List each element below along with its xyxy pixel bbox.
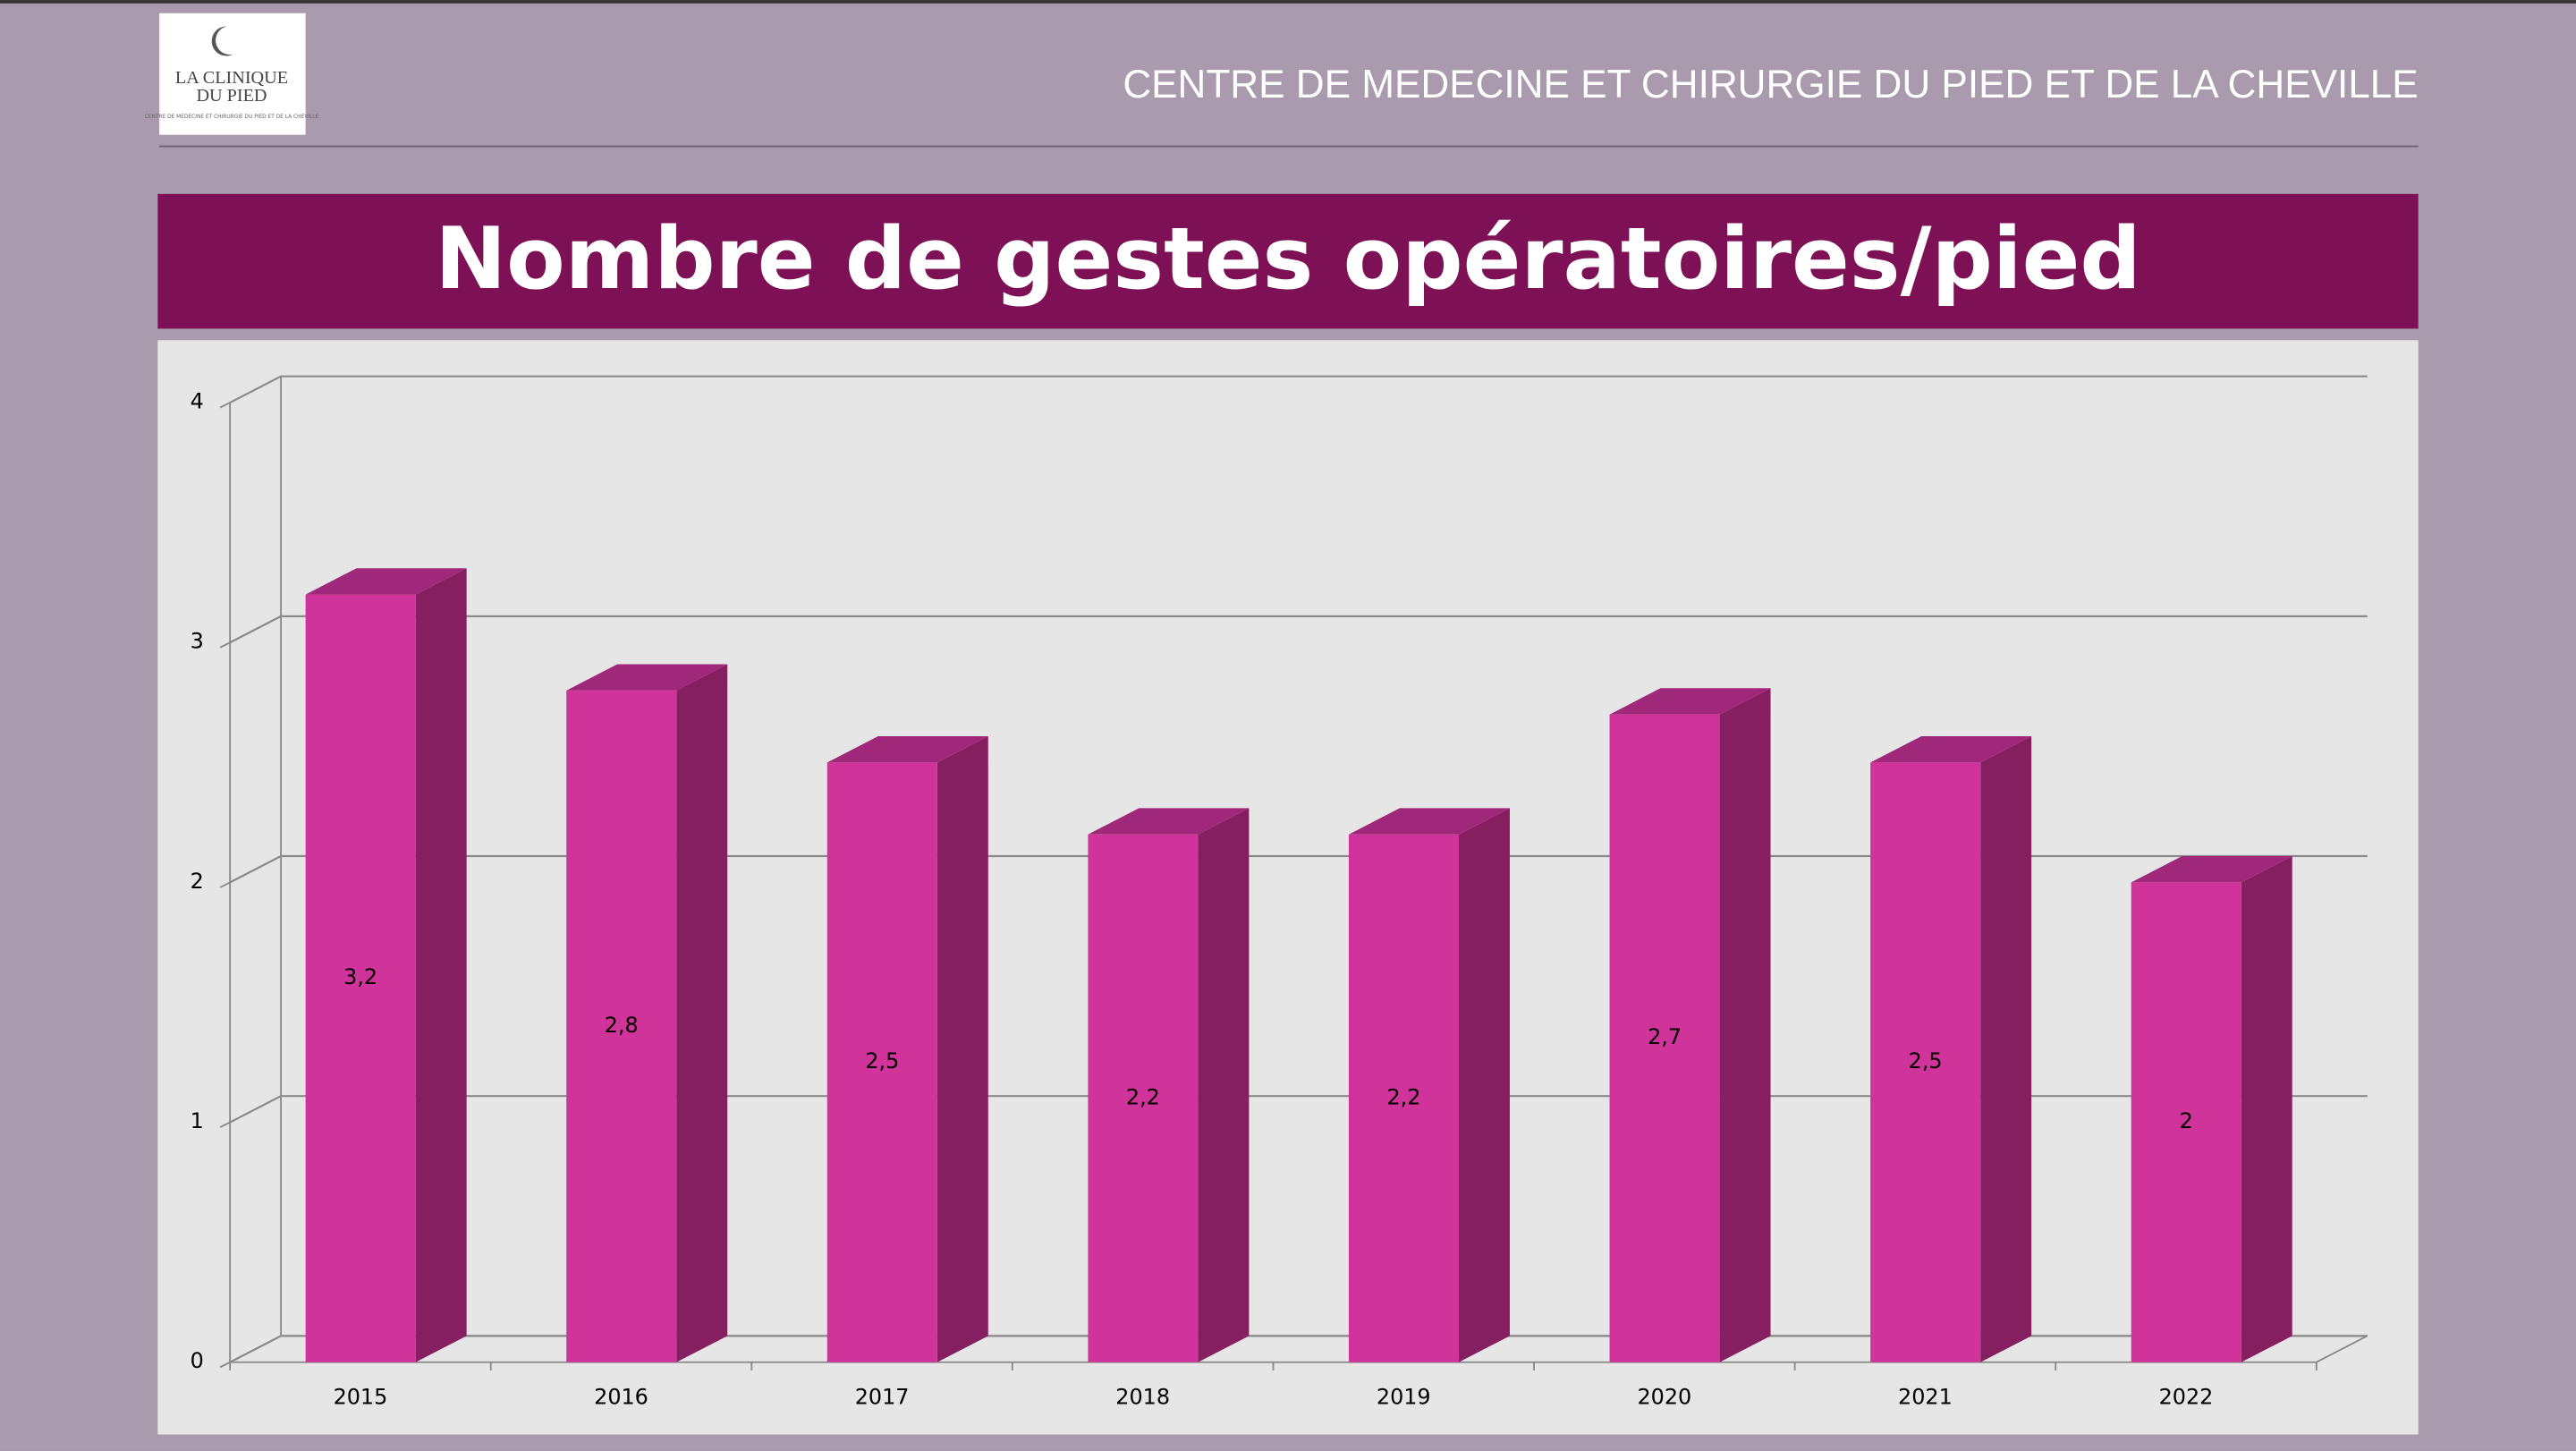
chart-title: Nombre de gestes opératoires/pied — [435, 208, 2140, 309]
logo-mark — [211, 26, 233, 56]
value-label: 2,7 — [1648, 1024, 1682, 1049]
logo-box — [159, 13, 306, 135]
bar-top — [305, 568, 467, 595]
y-tick — [219, 1361, 231, 1369]
y-tick — [219, 641, 231, 649]
top-edge — [0, 0, 2576, 4]
grid-line — [229, 375, 2368, 404]
value-label: 3,2 — [343, 964, 377, 989]
value-label: 2,5 — [1909, 1048, 1943, 1073]
y-tick-label: 4 — [191, 389, 204, 414]
grid-line — [229, 615, 2368, 644]
value-label: 2 — [2180, 1108, 2193, 1133]
x-tick-label: 2015 — [334, 1385, 388, 1410]
bar-top — [1609, 688, 1771, 715]
y-tick-label: 2 — [191, 869, 204, 894]
plot-area — [157, 340, 2419, 1435]
title-bar — [157, 193, 2419, 329]
bar-side — [2241, 856, 2292, 1362]
logo-text: DU PIED — [196, 86, 267, 106]
y-tick-label: 1 — [191, 1108, 204, 1133]
value-label: 2,2 — [1126, 1084, 1160, 1109]
bar-side — [1459, 808, 1510, 1362]
x-tick-label: 2019 — [1377, 1385, 1431, 1410]
bar-top — [1348, 808, 1510, 835]
bar-top — [1088, 808, 1250, 835]
bar-top — [1870, 735, 2032, 763]
bar-top — [826, 735, 988, 763]
x-tick-label: 2017 — [855, 1385, 910, 1410]
bar — [566, 690, 677, 1362]
bar-top — [566, 664, 728, 691]
bar — [1088, 834, 1199, 1362]
x-tick-label: 2022 — [2159, 1385, 2214, 1410]
bar — [305, 594, 416, 1362]
value-label: 2,5 — [865, 1048, 899, 1073]
y-tick — [219, 881, 231, 888]
bar — [2131, 882, 2241, 1362]
bar-side — [936, 735, 988, 1362]
bar-side — [415, 568, 467, 1362]
bar — [1348, 834, 1460, 1362]
bar-side — [1719, 688, 1771, 1362]
x-tick-label: 2018 — [1115, 1385, 1170, 1410]
value-label: 2,8 — [605, 1013, 639, 1038]
y-tick-label: 3 — [191, 629, 204, 654]
x-tick-label: 2020 — [1637, 1385, 1691, 1410]
header: CENTRE DE MEDECINE ET CHIRURGIE DU PIED … — [1123, 63, 2418, 106]
bar-side — [1980, 735, 2032, 1362]
bar — [1609, 714, 1720, 1362]
y-tick-label: 0 — [191, 1348, 204, 1373]
value-label: 2,2 — [1387, 1084, 1421, 1109]
bar — [1870, 762, 1981, 1362]
logo-text: LA CLINIQUE — [175, 68, 288, 88]
logo: LA CLINIQUE DU PIED CENTRE DE MEDECINE E… — [145, 13, 319, 135]
logo-tagline: CENTRE DE MEDECINE ET CHIRURGIE DU PIED … — [145, 115, 319, 120]
x-tick-label: 2021 — [1898, 1385, 1953, 1410]
y-tick — [219, 402, 231, 409]
bar-side — [676, 664, 728, 1362]
bar-top — [2131, 856, 2292, 883]
bar-side — [1198, 808, 1250, 1362]
x-tick-label: 2016 — [594, 1385, 648, 1410]
bar — [826, 762, 937, 1362]
y-tick — [219, 1121, 231, 1128]
